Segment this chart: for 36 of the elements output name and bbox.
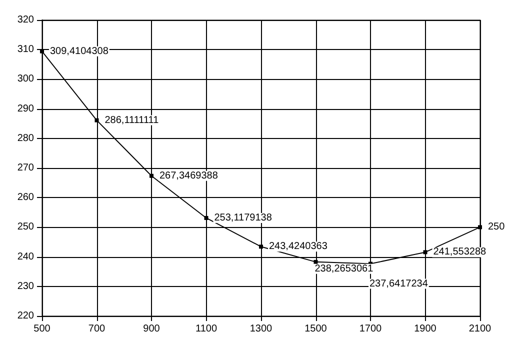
x-tick-label: 900 bbox=[143, 324, 160, 334]
x-tick-label: 1300 bbox=[250, 324, 273, 334]
data-label: 241,553288 bbox=[433, 246, 487, 258]
point bbox=[478, 225, 482, 230]
data-label: 237,6417234 bbox=[370, 278, 428, 290]
y-tick-label: 220 bbox=[17, 310, 34, 322]
x-tick-label: 700 bbox=[88, 324, 106, 334]
y-tick-label: 290 bbox=[17, 103, 34, 114]
point bbox=[150, 174, 154, 178]
data-label: 309,4104308 bbox=[50, 46, 109, 57]
y-tick-label: 260 bbox=[17, 192, 34, 204]
y-tick-label: 300 bbox=[17, 74, 34, 85]
data-label: 286,1111111 bbox=[104, 114, 160, 126]
point bbox=[259, 244, 263, 249]
point bbox=[423, 250, 428, 254]
y-tick-label: 310 bbox=[17, 44, 34, 56]
y-tick-label: 240 bbox=[17, 251, 34, 262]
x-tick-label: 2100 bbox=[468, 324, 492, 334]
y-tick-label: 280 bbox=[17, 132, 34, 144]
data-label: 238,2653061 bbox=[314, 263, 374, 274]
y-tick-label: 230 bbox=[17, 280, 34, 292]
point bbox=[204, 216, 208, 220]
point bbox=[94, 118, 99, 122]
point bbox=[314, 260, 318, 264]
data-label: 267,3469388 bbox=[160, 170, 218, 182]
x-tick-label: 500 bbox=[34, 324, 51, 334]
x-tick-label: 1900 bbox=[414, 324, 437, 334]
y-tick-label: 250 bbox=[17, 222, 34, 233]
x-tick-label: 1700 bbox=[359, 324, 382, 334]
y-tick-label: 320 bbox=[17, 14, 34, 26]
data-label: 243,4240363 bbox=[269, 241, 328, 252]
data-label: 253,1179138 bbox=[214, 212, 272, 224]
data-label: 250 bbox=[488, 222, 506, 233]
x-tick-label: 1500 bbox=[304, 324, 328, 334]
x-tick-label: 1100 bbox=[195, 324, 218, 334]
y-tick-label: 270 bbox=[17, 162, 34, 174]
